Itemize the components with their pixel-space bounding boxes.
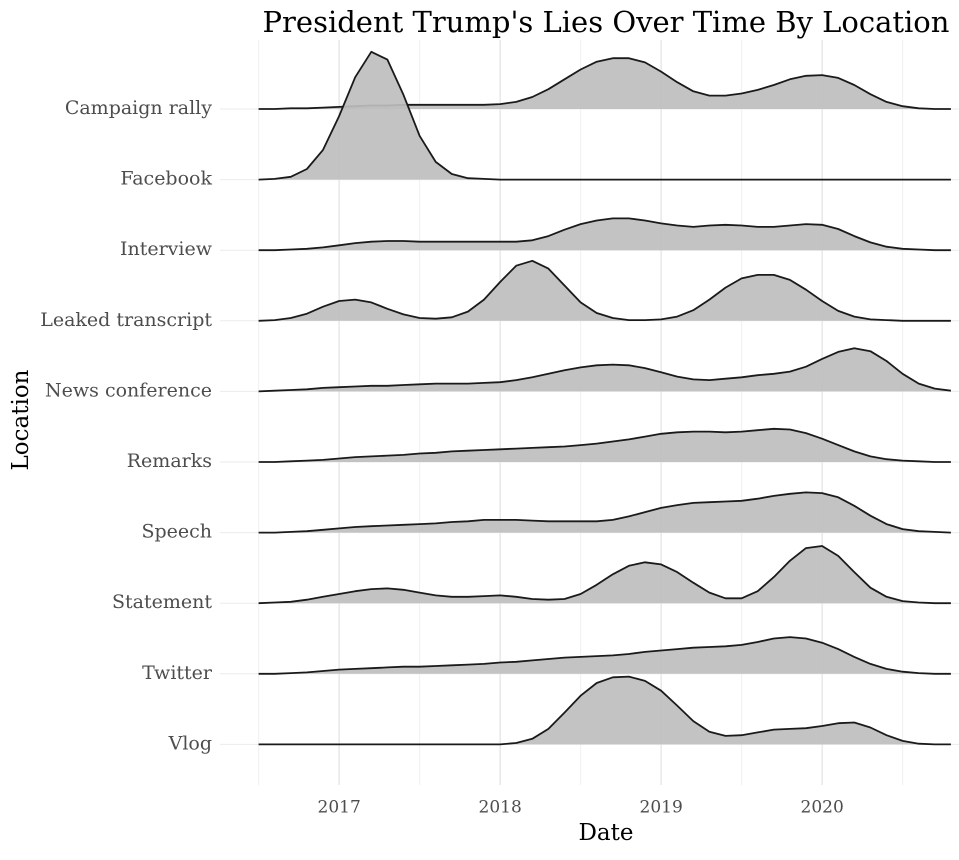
ridge-line [258,636,951,675]
ridge-line [258,675,951,746]
ridges [258,50,952,746]
category-label: Remarks [127,450,212,472]
ridge-area [258,218,951,251]
x-tick-label: 2017 [318,798,361,818]
category-label: News conference [45,379,212,401]
y-axis-title: Location [8,369,34,470]
ridge-area [258,348,951,392]
ridge-area [258,492,951,533]
category-label: Twitter [142,662,213,684]
chart-title: President Trump's Lies Over Time By Loca… [263,5,950,39]
ridge-area [258,546,951,604]
category-label: Facebook [120,168,212,190]
ridge-area [258,58,951,109]
category-label: Vlog [168,732,212,754]
category-label: Speech [141,521,212,543]
ridge-line [258,217,951,252]
ridge-area [258,260,951,321]
x-tick-label: 2018 [479,798,522,818]
ridge-line [258,491,951,534]
ridge-line [258,50,951,181]
ridge-area [258,637,951,674]
ridge-line [258,347,952,393]
ridge-area [258,51,951,180]
ridge-line [258,259,951,322]
x-tick-label: 2020 [801,798,844,818]
category-label: Statement [112,591,212,613]
category-label: Campaign rally [65,97,212,119]
category-label: Leaked transcript [40,309,212,331]
ridge-line [258,545,951,605]
ridge-area [258,676,951,745]
x-tick-label: 2019 [640,798,683,818]
ridge-line [258,427,951,463]
category-label: Interview [120,238,213,260]
x-axis-title: Date [578,820,633,846]
